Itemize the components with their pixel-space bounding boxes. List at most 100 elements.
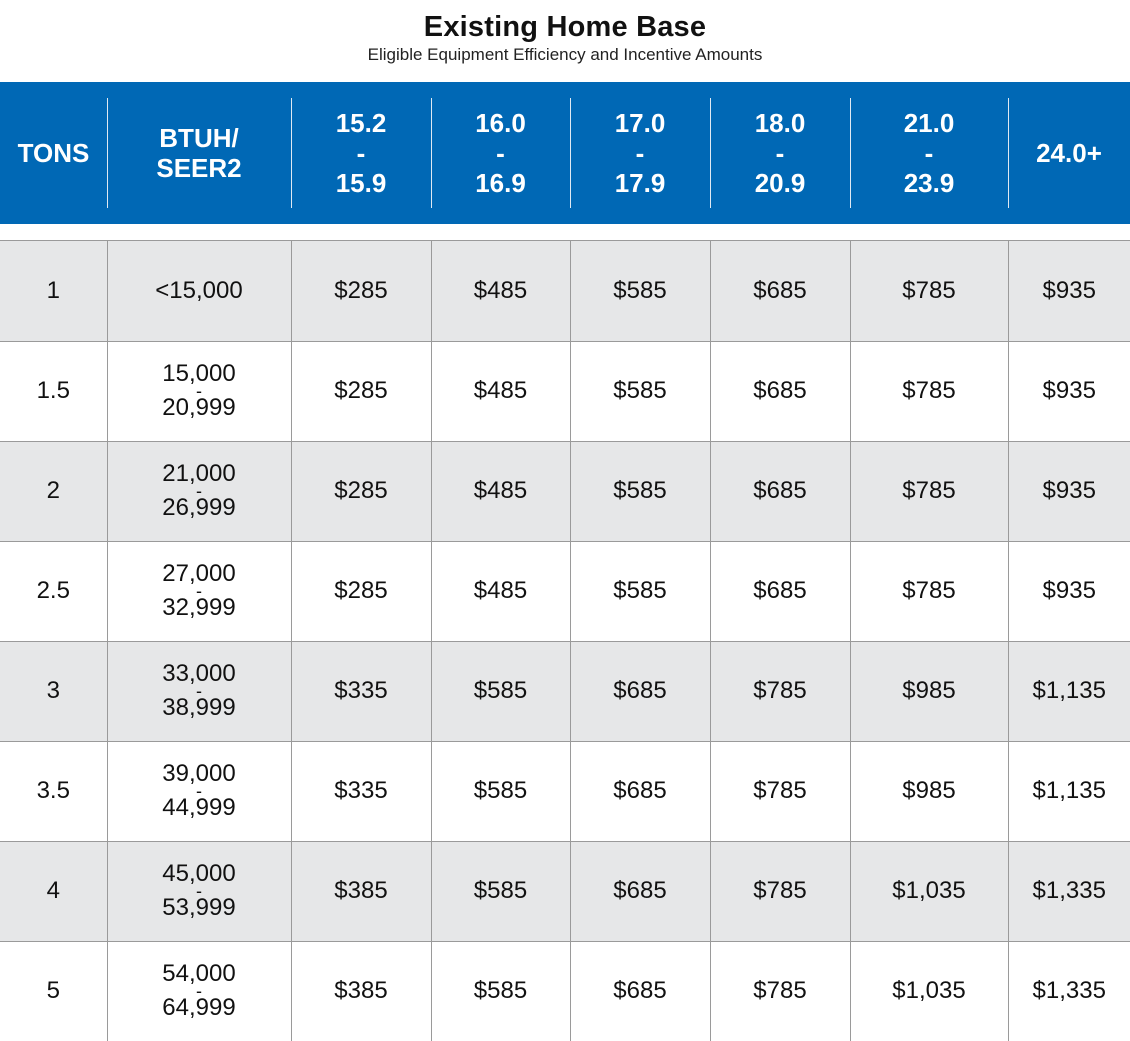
btuh-cell: 39,000-44,999 xyxy=(106,740,291,841)
table-row: 3 33,000-38,999 $335 $585 $685 $785 $985 $1,135 xyxy=(0,640,1130,741)
table-row: 4 45,000-53,999 $385 $585 $685 $785 $1,035 $1,3… xyxy=(0,840,1130,941)
incentive-amount-cell: $785 xyxy=(849,239,1008,341)
tons-cell: 2.5 xyxy=(0,540,107,641)
incentive-amount-cell: $685 xyxy=(709,340,850,441)
incentive-amount-cell: $985 xyxy=(849,640,1008,741)
header-range-dash: - xyxy=(635,138,645,168)
table-row: 1 <15,000 $285 $485 $585 $685 $785 $935 xyxy=(0,239,1130,341)
header-range-low: 17.0 xyxy=(614,108,666,138)
incentive-amount-cell: $485 xyxy=(430,440,570,541)
table-body: 1 <15,000 $285 $485 $585 $685 $785 $935 1.5 15,00… xyxy=(0,239,1130,1041)
btuh-cell: 21,000-26,999 xyxy=(106,440,291,541)
header-range-5: 21.0 - 23.9 xyxy=(850,82,1008,224)
header-range-high: 15.9 xyxy=(335,168,387,198)
btuh-high: 38,999 xyxy=(162,694,236,721)
incentive-amount-cell: $685 xyxy=(569,840,710,941)
incentive-amount-cell: $685 xyxy=(709,440,850,541)
header-range-3: 17.0 - 17.9 xyxy=(570,82,710,224)
btuh-cell: 15,000-20,999 xyxy=(106,340,291,441)
incentive-amount-cell: $285 xyxy=(290,440,431,541)
incentive-amount-cell: $785 xyxy=(849,540,1008,641)
header-range-high: 23.9 xyxy=(903,168,955,198)
incentive-amount-cell: $1,335 xyxy=(1007,840,1130,941)
incentive-amount-cell: $935 xyxy=(1007,239,1130,341)
incentive-amount-cell: $685 xyxy=(569,940,710,1041)
incentive-amount-cell: $785 xyxy=(709,840,850,941)
btuh-cell: 33,000-38,999 xyxy=(106,640,291,741)
btuh-high: 26,999 xyxy=(162,494,236,521)
btuh-cell: 54,000-64,999 xyxy=(106,940,291,1041)
header-range-high: 16.9 xyxy=(475,168,526,198)
incentive-amount-cell: $585 xyxy=(430,740,570,841)
tons-cell: 3.5 xyxy=(0,740,107,841)
incentive-amount-cell: $285 xyxy=(290,540,431,641)
header-range-high: 17.9 xyxy=(614,168,666,198)
incentive-amount-cell: $1,035 xyxy=(849,940,1008,1041)
header-range-dash: - xyxy=(356,138,366,168)
btuh-low: 27,000 xyxy=(162,560,236,587)
incentive-amount-cell: $1,135 xyxy=(1007,640,1130,741)
header-range-dash: - xyxy=(775,138,785,168)
incentive-amount-cell: $685 xyxy=(709,540,850,641)
header-range-last: 24.0+ xyxy=(1008,82,1130,224)
btuh-cell: 45,000-53,999 xyxy=(106,840,291,941)
table-row: 2.5 27,000-32,999 $285 $485 $585 $685 $785 $935 xyxy=(0,540,1130,641)
incentive-amount-cell: $585 xyxy=(569,440,710,541)
header-spacer xyxy=(0,224,1130,240)
btuh-cell: 27,000-32,999 xyxy=(106,540,291,641)
table-row: 3.5 39,000-44,999 $335 $585 $685 $785 $985 $1,1… xyxy=(0,740,1130,841)
incentive-amount-cell: $935 xyxy=(1007,440,1130,541)
header-range-high: 20.9 xyxy=(754,168,806,198)
btuh-range-dash: - xyxy=(196,481,202,501)
incentive-amount-cell: $385 xyxy=(290,940,431,1041)
tons-cell: 3 xyxy=(0,640,107,741)
incentive-amount-cell: $685 xyxy=(569,740,710,841)
header-range-low: 18.0 xyxy=(754,108,806,138)
incentive-amount-cell: $585 xyxy=(430,840,570,941)
btuh-high: 64,999 xyxy=(162,994,236,1022)
tons-cell: 1 xyxy=(0,239,107,341)
incentive-table: TONS BTUH/ SEER2 15.2 - 15.9 16.0 - 16.9… xyxy=(0,82,1130,1041)
incentive-amount-cell: $285 xyxy=(290,340,431,441)
btuh-high: 53,999 xyxy=(162,894,236,921)
incentive-amount-cell: $335 xyxy=(290,740,431,841)
incentive-amount-cell: $685 xyxy=(569,640,710,741)
btuh-low: <15,000 xyxy=(155,276,243,304)
btuh-range-dash: - xyxy=(196,581,202,601)
incentive-amount-cell: $785 xyxy=(709,640,850,741)
incentive-amount-cell: $1,035 xyxy=(849,840,1008,941)
btuh-low: 39,000 xyxy=(162,760,236,787)
incentive-amount-cell: $335 xyxy=(290,640,431,741)
incentive-amount-cell: $585 xyxy=(569,340,710,441)
btuh-high: 20,999 xyxy=(162,394,236,421)
page-title: Existing Home Base xyxy=(423,11,707,43)
tons-cell: 2 xyxy=(0,440,107,541)
btuh-range-dash: - xyxy=(196,781,202,801)
page-subtitle: Eligible Equipment Efficiency and Incent… xyxy=(367,45,763,64)
incentive-amount-cell: $785 xyxy=(709,740,850,841)
incentive-amount-cell: $485 xyxy=(430,540,570,641)
header-btuh-line2: SEER2 xyxy=(156,153,242,183)
incentive-amount-cell: $935 xyxy=(1007,540,1130,641)
title-block: Existing Home Base Eligible Equipment Ef… xyxy=(0,0,1130,82)
header-btuh-line1: BTUH/ xyxy=(159,123,239,153)
incentive-amount-cell: $685 xyxy=(709,239,850,341)
incentive-amount-cell: $585 xyxy=(569,239,710,341)
header-range-1: 15.2 - 15.9 xyxy=(291,82,431,224)
incentive-amount-cell: $785 xyxy=(849,340,1008,441)
btuh-low: 33,000 xyxy=(162,660,236,687)
tons-cell: 1.5 xyxy=(0,340,107,441)
incentive-amount-cell: $985 xyxy=(849,740,1008,841)
tons-cell: 4 xyxy=(0,840,107,941)
incentive-amount-cell: $385 xyxy=(290,840,431,941)
btuh-high: 32,999 xyxy=(162,594,236,621)
incentive-amount-cell: $785 xyxy=(709,940,850,1041)
header-btuh-seer2: BTUH/ SEER2 xyxy=(107,82,291,224)
btuh-range-dash: - xyxy=(196,881,202,901)
incentive-amount-cell: $1,135 xyxy=(1007,740,1130,841)
incentive-amount-cell: $585 xyxy=(430,640,570,741)
btuh-range-dash: - xyxy=(196,681,202,701)
btuh-high: 44,999 xyxy=(162,794,236,821)
table-row: 2 21,000-26,999 $285 $485 $585 $685 $785 $935 xyxy=(0,440,1130,541)
incentive-amount-cell: $485 xyxy=(430,340,570,441)
